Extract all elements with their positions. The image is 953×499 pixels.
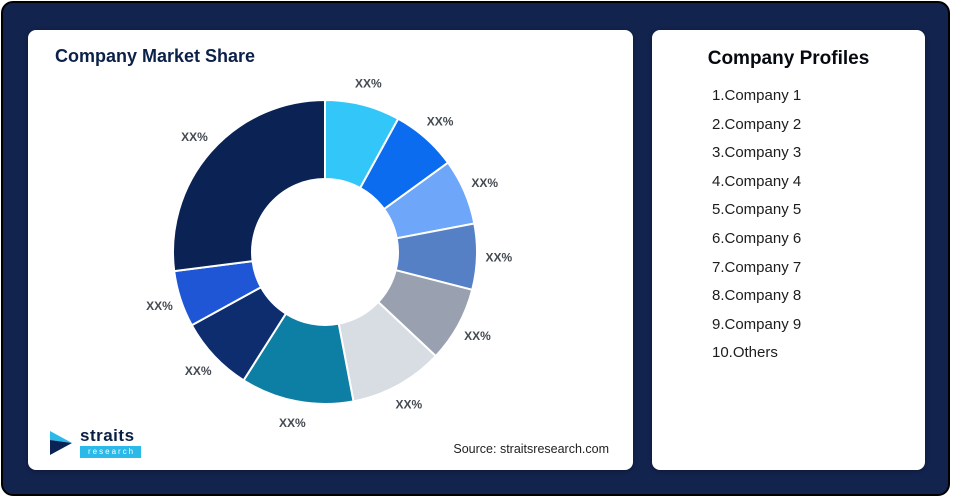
source-text: Source: straitsresearch.com <box>453 442 609 456</box>
slice-label-6: XX% <box>395 398 422 412</box>
company-list-item: 10.Others <box>712 344 778 362</box>
slice-label-8: XX% <box>185 364 212 378</box>
logo-text: straits research <box>80 426 142 458</box>
logo-subtitle: research <box>80 446 142 458</box>
company-list-item: 9.Company 9 <box>712 315 802 333</box>
company-list-item: 1.Company 1 <box>712 87 802 104</box>
company-profiles-list: 1.Company 1 2.Company 2 3.Company 3 4.Compa… <box>712 82 801 368</box>
company-profiles-card: Company Profiles 1.Company 1 2.Company 2 3… <box>652 30 925 470</box>
profiles-title: Company Profiles <box>707 48 870 69</box>
donut-chart: XX% XX% XX% XX% XX% XX% XX% XX% XX% XX% <box>146 77 513 430</box>
donut-segment-10 <box>171 98 326 273</box>
slice-label-3: XX% <box>471 176 498 190</box>
logo-name: straits <box>80 426 135 445</box>
slice-label-7: XX% <box>279 416 306 430</box>
slice-label-2: XX% <box>427 115 454 129</box>
slice-label-4: XX% <box>486 251 513 265</box>
slice-label-1: XX% <box>355 77 382 91</box>
company-list-item: 6.Company 6 <box>712 229 802 247</box>
slice-label-10: XX% <box>181 130 208 144</box>
straits-research-logo: straits research <box>48 426 142 458</box>
company-list-item: 5.Company 5 <box>712 201 802 219</box>
straits-logo-icon <box>50 430 72 455</box>
slice-label-9: XX% <box>146 299 173 313</box>
slice-label-5: XX% <box>464 329 491 343</box>
company-list-item: 7.Company 7 <box>712 258 802 276</box>
company-list-item: 3.Company 3 <box>712 144 802 162</box>
company-list-item: 4.Company 4 <box>712 172 802 190</box>
company-list-item: 2.Company 2 <box>712 115 802 133</box>
company-list-item: 8.Company 8 <box>712 287 802 305</box>
chart-title: Company Market Share <box>55 46 256 66</box>
market-share-card: Company Market Share XX% XX% XX% XX% XX% XX% X… <box>28 30 633 470</box>
